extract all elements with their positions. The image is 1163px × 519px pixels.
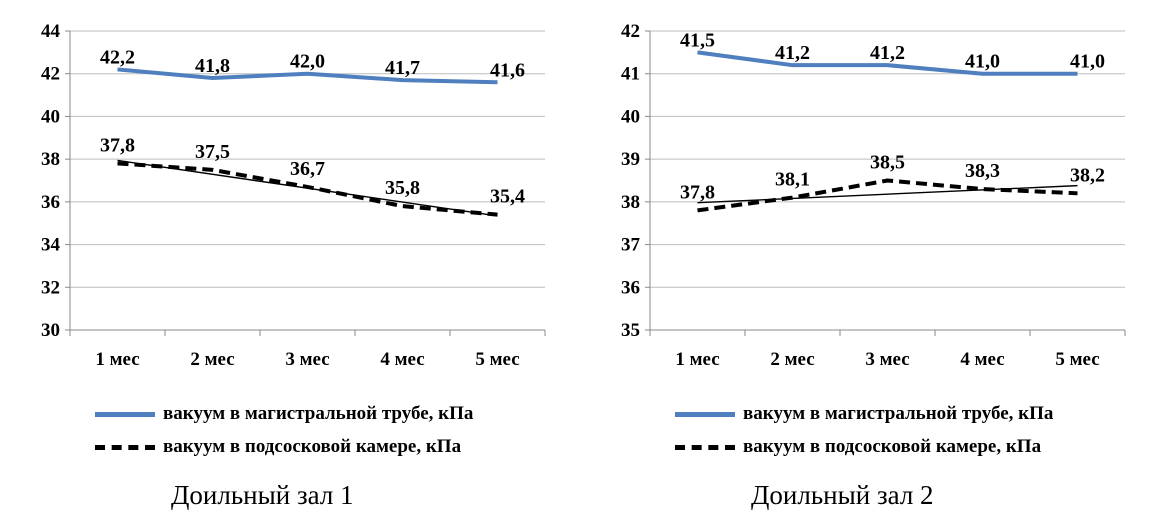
y-tick-label: 41: [621, 64, 640, 85]
data-label: 41,8: [195, 55, 230, 77]
chart-1-plot: 30 32 34 36 38 40 42 44 1 мес 2 мес 3 мес 4 мес 5 ме…: [41, 21, 546, 370]
x-tick-label: 2 мес: [770, 349, 814, 370]
y-tick-label: 38: [41, 149, 60, 170]
trendline: [697, 184, 1078, 204]
data-label: 37,8: [100, 134, 135, 156]
y-tick-label: 30: [41, 320, 60, 341]
y-tick-label: 36: [41, 192, 60, 213]
data-label: 41,7: [385, 57, 420, 79]
series-line-chamber: [697, 178, 1078, 213]
x-tick-label: 3 мес: [865, 349, 909, 370]
y-tick-label: 32: [41, 277, 60, 298]
y-tick-label: 40: [41, 106, 60, 127]
data-label: 41,6: [490, 59, 525, 81]
series-line-chamber: [117, 161, 498, 217]
series-line-pipe: [697, 50, 1078, 76]
y-tick-label: 36: [621, 277, 640, 298]
x-tick-label: 1 мес: [95, 349, 139, 370]
data-label: 41,2: [775, 42, 810, 64]
data-label: 41,2: [870, 42, 905, 64]
y-tick-label: 40: [621, 106, 640, 127]
legend-dashed-line-icon: [675, 444, 735, 450]
chart-2-title: Доильный зал 2: [751, 480, 934, 510]
data-label: 42,2: [100, 46, 135, 68]
data-label: 37,8: [680, 181, 715, 203]
data-label: 41,5: [680, 29, 715, 51]
legend-label: вакуум в магистральной трубе, кПа: [163, 403, 474, 424]
data-label: 38,3: [965, 160, 1000, 182]
y-tick-label: 34: [41, 235, 61, 256]
trendline: [117, 159, 498, 217]
data-label: 35,8: [385, 177, 420, 199]
series-line-pipe: [117, 67, 498, 85]
chart-1-legend-item-pipe: вакуум в магистральной трубе, кПа: [95, 403, 474, 424]
data-label: 42,0: [290, 51, 325, 73]
chart-2-legend-item-chamber: вакуум в подсосковой камере, кПа: [675, 436, 1042, 457]
data-label: 38,5: [870, 152, 905, 174]
legend-dashed-line-icon: [95, 444, 155, 450]
chart-panel-1: 30 32 34 36 38 40 42 44 1 мес 2 мес 3 мес 4 мес 5 ме…: [0, 0, 580, 519]
x-tick-label: 5 мес: [1055, 349, 1099, 370]
legend-solid-line-icon: [95, 411, 155, 417]
chart-1-legend-item-chamber: вакуум в подсосковой камере, кПа: [95, 436, 462, 457]
x-tick-label: 4 мес: [380, 349, 424, 370]
data-label: 35,4: [490, 186, 525, 208]
data-label: 41,0: [965, 51, 1000, 73]
y-tick-label: 37: [621, 235, 641, 256]
y-tick-label: 35: [621, 320, 640, 341]
legend-label: вакуум в магистральной трубе, кПа: [743, 403, 1054, 424]
data-label: 37,5: [195, 141, 230, 163]
x-tick-label: 5 мес: [475, 349, 519, 370]
data-label: 36,7: [290, 158, 325, 180]
legend-solid-line-icon: [675, 411, 735, 417]
chart-2-plot: 35 36 37 38 39 40 41 42 1 мес 2 мес 3 мес 4 мес 5 ме…: [621, 21, 1126, 370]
x-tick-label: 2 мес: [190, 349, 234, 370]
legend-label: вакуум в подсосковой камере, кПа: [163, 436, 462, 457]
y-tick-label: 42: [41, 64, 60, 85]
y-tick-label: 44: [41, 21, 61, 42]
data-label: 38,2: [1070, 164, 1105, 186]
x-tick-label: 1 мес: [675, 349, 719, 370]
data-label: 41,0: [1070, 51, 1105, 73]
x-tick-label: 4 мес: [960, 349, 1004, 370]
chart-2-legend-item-pipe: вакуум в магистральной трубе, кПа: [675, 403, 1054, 424]
y-tick-label: 38: [621, 192, 640, 213]
y-tick-label: 42: [621, 21, 640, 42]
y-tick-label: 39: [621, 149, 640, 170]
legend-label: вакуум в подсосковой камере, кПа: [743, 436, 1042, 457]
chart-1-title: Доильный зал 1: [171, 480, 354, 510]
chart-panel-2: 35 36 37 38 39 40 41 42 1 мес 2 мес 3 мес 4 мес 5 ме…: [580, 0, 1160, 519]
data-label: 38,1: [775, 169, 810, 191]
x-tick-label: 3 мес: [285, 349, 329, 370]
